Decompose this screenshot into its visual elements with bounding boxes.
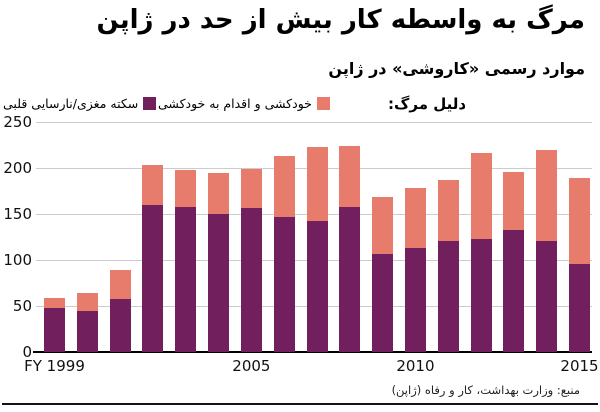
x-tick-label-2015: 2015 (560, 357, 599, 375)
bar-segment-suicide (240, 168, 262, 208)
bar-segment-stroke-heart (437, 240, 459, 352)
bar-segment-stroke-heart (44, 307, 65, 352)
y-tick-label-50: 50 (12, 297, 32, 315)
bar-fy-2003 (175, 169, 197, 352)
chart-subtitle: موارد رسمی «کاروشی» در ژاپن (328, 59, 585, 78)
bar-fy-2001 (109, 270, 131, 352)
legend-item-suicide: خودکشی و اقدام به خودکشی (158, 96, 330, 111)
y-tick-label-250: 250 (3, 113, 32, 131)
bar-fy-2002 (142, 165, 164, 352)
legend-label-stroke-heart: سکته مغزی/نارسایی قلبی (3, 96, 139, 111)
bar-segment-stroke-heart (536, 240, 558, 352)
bar-segment-suicide (306, 146, 328, 222)
bar-segment-suicide (109, 270, 131, 299)
bar-fy-2013 (503, 171, 525, 352)
bar-segment-stroke-heart (339, 206, 361, 352)
bar-segment-suicide (44, 297, 65, 308)
bar-segment-suicide (273, 156, 295, 217)
bar-fy-2015 (569, 178, 590, 352)
bar-segment-suicide (536, 149, 558, 241)
bottom-rule (2, 403, 598, 405)
x-tick-label-fy-1999: FY 1999 (24, 357, 85, 375)
x-tick-label-2005: 2005 (232, 357, 271, 375)
bar-fy-2005 (240, 168, 262, 352)
bar-segment-stroke-heart (142, 204, 164, 352)
bar-fy-2011 (437, 179, 459, 352)
bar-segment-stroke-heart (240, 207, 262, 352)
bar-fy-2009 (372, 196, 394, 352)
bar-segment-stroke-heart (404, 248, 426, 352)
bar-fy-2014 (536, 149, 558, 352)
bar-segment-suicide (503, 171, 525, 230)
bar-segment-stroke-heart (109, 298, 131, 352)
bar-fy-2006 (273, 156, 295, 352)
legend-label-suicide: خودکشی و اقدام به خودکشی (158, 96, 312, 111)
legend-item-stroke-heart: سکته مغزی/نارسایی قلبی (3, 96, 157, 111)
bar-segment-suicide (76, 293, 98, 311)
bar-segment-suicide (437, 179, 459, 241)
bar-segment-stroke-heart (372, 254, 394, 352)
bar-segment-suicide (142, 165, 164, 205)
x-tick-label-2010: 2010 (396, 357, 435, 375)
bar-segment-stroke-heart (569, 263, 590, 352)
gridline-250 (36, 121, 592, 123)
legend-intro-label: دلیل مرگ: (388, 95, 467, 113)
bar-fy-2010 (404, 188, 426, 352)
bar-segment-suicide (339, 145, 361, 207)
legend-swatch-stroke-heart-icon (143, 97, 157, 110)
bar-segment-suicide (569, 178, 590, 264)
bar-segment-stroke-heart (306, 221, 328, 352)
bar-segment-stroke-heart (175, 206, 197, 352)
bar-segment-stroke-heart (503, 229, 525, 352)
bar-segment-suicide (372, 196, 394, 255)
bar-segment-stroke-heart (208, 213, 230, 352)
x-axis-baseline (33, 351, 592, 353)
bar-fy-2008 (339, 145, 361, 352)
bar-segment-stroke-heart (470, 238, 492, 352)
bar-segment-suicide (470, 153, 492, 239)
source-note: منبع: وزارت بهداشت، کار و رفاه (ژاپن) (391, 383, 580, 397)
y-tick-label-150: 150 (3, 205, 32, 223)
bar-fy-1999 (44, 297, 65, 352)
bar-fy-2000 (76, 293, 98, 352)
chart-title: مرگ به واسطه کار بیش از حد در ژاپن (96, 5, 585, 35)
y-tick-label-0: 0 (22, 343, 32, 361)
bar-segment-stroke-heart (273, 216, 295, 352)
bar-fy-2004 (208, 172, 230, 352)
bar-segment-stroke-heart (76, 310, 98, 352)
y-tick-label-100: 100 (3, 251, 32, 269)
legend-swatch-suicide-icon (316, 97, 330, 110)
bar-segment-suicide (404, 188, 426, 249)
bar-segment-suicide (208, 172, 230, 214)
bar-fy-2012 (470, 153, 492, 352)
y-tick-label-200: 200 (3, 159, 32, 177)
bar-segment-suicide (175, 169, 197, 207)
bar-fy-2007 (306, 146, 328, 352)
